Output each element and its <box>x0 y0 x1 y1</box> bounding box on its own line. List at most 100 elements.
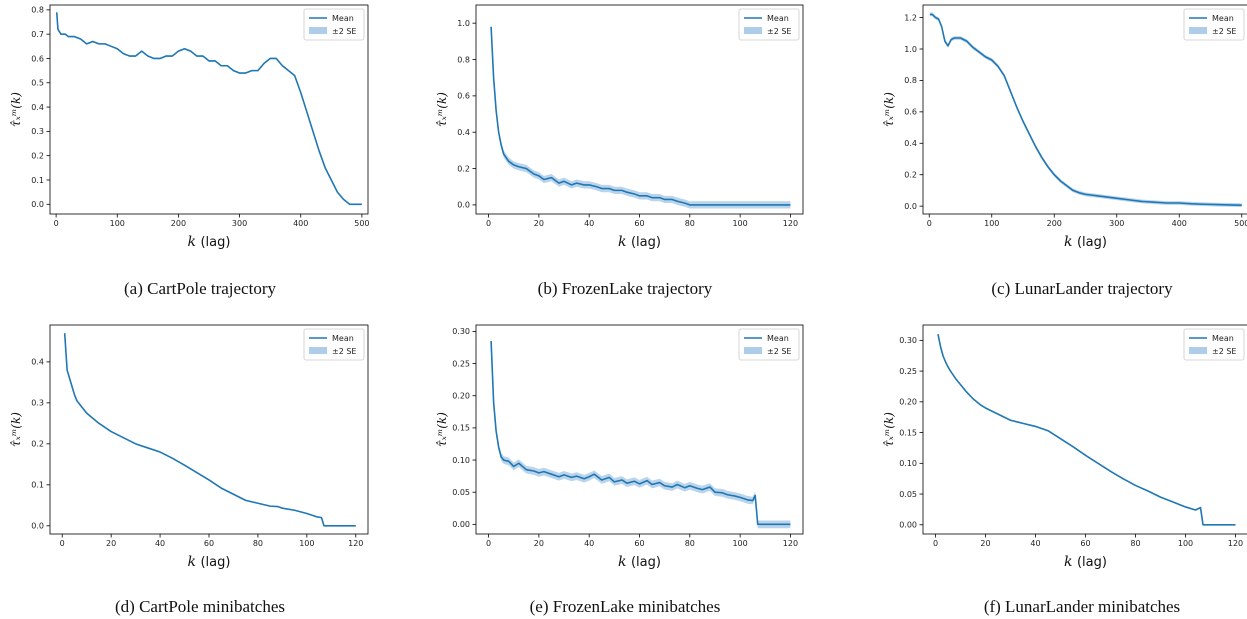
y-tick-label: 1.0 <box>457 19 470 28</box>
y-tick-label: 0.10 <box>452 456 470 465</box>
y-tick-label: 0.10 <box>899 459 917 468</box>
panel-caption: (c) LunarLander trajectory <box>991 279 1173 298</box>
y-tick-label: 0.4 <box>31 358 44 367</box>
legend-mean-label: Mean <box>1212 334 1234 343</box>
x-axis-label: k (lag) <box>1064 554 1107 570</box>
legend-se-swatch <box>309 27 327 34</box>
y-axis-label: τ̂ₓᵐ(k) <box>435 92 449 127</box>
x-tick-label: 0 <box>54 219 59 228</box>
y-tick-label: 0.05 <box>899 490 917 499</box>
y-tick-label: 0.0 <box>904 202 917 211</box>
legend-se-swatch <box>744 27 762 34</box>
x-axis-unit: (lag) <box>200 555 230 570</box>
y-tick-label: 0.0 <box>31 522 44 531</box>
x-axis-unit: (lag) <box>200 235 230 250</box>
x-tick-label: 40 <box>1030 539 1040 548</box>
x-axis-variable: k <box>1064 234 1077 250</box>
y-axis-label: τ̂ₓᵐ(k) <box>9 412 23 447</box>
x-tick-label: 60 <box>1080 539 1090 548</box>
panel-caption: (d) CartPole minibatches <box>115 597 285 616</box>
x-tick-label: 300 <box>232 219 247 228</box>
y-tick-label: 1.0 <box>904 45 917 54</box>
chart-panel: 0 20 40 60 80 100 120 0.0 0.1 0.2 0.3 0.4 k (lag) τ̂ₓ… <box>9 324 369 616</box>
y-tick-label: 0.30 <box>899 336 917 345</box>
panel-caption: (a) CartPole trajectory <box>124 279 276 298</box>
x-tick-label: 60 <box>634 219 644 228</box>
panel-caption: (e) FrozenLake minibatches <box>530 597 721 616</box>
panel-caption: (b) FrozenLake trajectory <box>538 279 713 298</box>
se-band <box>491 23 791 209</box>
y-tick-label: 0.2 <box>904 171 917 180</box>
y-tick-label: 0.4 <box>904 139 917 148</box>
se-band <box>56 11 362 206</box>
x-axis-variable: k <box>188 234 201 250</box>
y-tick-label: 0.05 <box>452 488 470 497</box>
legend-mean-label: Mean <box>332 14 354 23</box>
x-tick-label: 80 <box>685 539 695 548</box>
x-axis-label: k (lag) <box>618 554 661 570</box>
y-tick-label: 0.4 <box>457 128 470 137</box>
x-tick-label: 40 <box>155 539 165 548</box>
y-axis-label: τ̂ₓᵐ(k) <box>435 412 449 447</box>
x-tick-label: 0 <box>486 539 491 548</box>
x-tick-label: 0 <box>486 219 491 228</box>
chart-panel: 0 20 40 60 80 100 120 0.00 0.05 0.10 0.15 0.20 0.25 0… <box>882 324 1247 616</box>
x-tick-label: 120 <box>1228 539 1243 548</box>
legend-se-swatch <box>309 347 327 354</box>
se-band <box>929 12 1242 208</box>
x-tick-label: 80 <box>253 539 263 548</box>
mean-line <box>937 334 1236 526</box>
mean-line <box>490 26 791 206</box>
y-tick-label: 0.8 <box>457 55 470 64</box>
x-tick-label: 40 <box>584 539 594 548</box>
x-axis-unit: (lag) <box>1077 235 1107 250</box>
y-tick-label: 0.5 <box>31 79 44 88</box>
legend: Mean ±2 SE <box>1183 8 1245 41</box>
x-axis-label: k (lag) <box>188 554 231 570</box>
x-axis-unit: (lag) <box>631 555 661 570</box>
y-tick-label: 1.2 <box>904 13 917 22</box>
x-tick-label: 40 <box>584 219 594 228</box>
x-tick-label: 0 <box>927 219 932 228</box>
y-tick-label: 0.00 <box>899 521 917 530</box>
plot-frame <box>49 4 369 215</box>
plot-frame <box>922 4 1247 215</box>
x-tick-label: 400 <box>293 219 308 228</box>
y-tick-label: 0.15 <box>899 428 917 437</box>
x-tick-label: 200 <box>171 219 186 228</box>
x-tick-label: 500 <box>1234 219 1247 228</box>
y-axis-label: τ̂ₓᵐ(k) <box>882 412 896 447</box>
y-tick-label: 0.6 <box>457 92 470 101</box>
x-tick-label: 100 <box>732 219 747 228</box>
legend-se-label: ±2 SE <box>332 27 356 36</box>
chart-panel: 0 20 40 60 80 100 120 0.0 0.2 0.4 0.6 0.8 1.0 k (lag)… <box>435 4 804 298</box>
panel-caption: (f) LunarLander minibatches <box>984 597 1180 616</box>
x-axis-variable: k <box>618 554 631 570</box>
legend-se-label: ±2 SE <box>1212 347 1236 356</box>
legend: Mean ±2 SE <box>303 328 365 361</box>
legend-mean-label: Mean <box>332 334 354 343</box>
x-tick-label: 60 <box>634 539 644 548</box>
x-tick-label: 60 <box>204 539 214 548</box>
y-tick-label: 0.2 <box>31 151 44 160</box>
x-tick-label: 100 <box>299 539 314 548</box>
x-tick-label: 120 <box>783 539 798 548</box>
legend: Mean ±2 SE <box>738 328 800 361</box>
legend-mean-label: Mean <box>767 334 789 343</box>
x-tick-label: 100 <box>1178 539 1193 548</box>
legend-se-swatch <box>1189 27 1207 34</box>
x-tick-label: 100 <box>732 539 747 548</box>
legend-se-swatch <box>1189 347 1207 354</box>
y-tick-label: 0.0 <box>457 201 470 210</box>
y-tick-label: 0.1 <box>31 481 44 490</box>
mean-line <box>490 341 791 526</box>
y-tick-label: 0.1 <box>31 176 44 185</box>
mean-line <box>929 13 1242 206</box>
x-tick-label: 300 <box>1109 219 1124 228</box>
x-tick-label: 500 <box>354 219 369 228</box>
y-tick-label: 0.20 <box>452 392 470 401</box>
y-tick-label: 0.3 <box>31 399 44 408</box>
x-axis-variable: k <box>618 234 631 250</box>
x-tick-label: 80 <box>1130 539 1140 548</box>
mean-line <box>55 12 362 206</box>
